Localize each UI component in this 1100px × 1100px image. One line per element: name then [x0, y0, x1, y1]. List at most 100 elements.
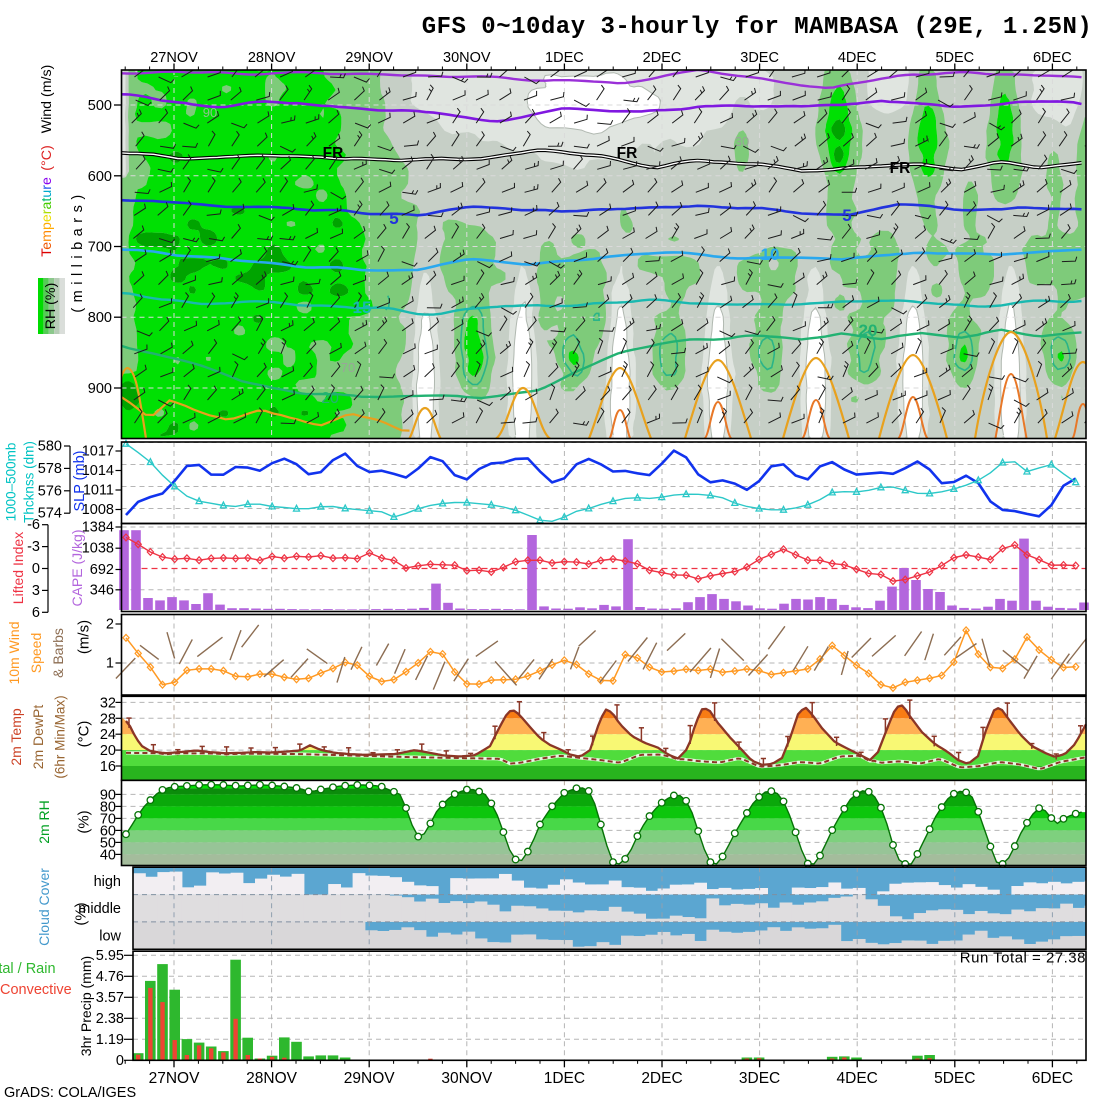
svg-text:Cloud Cover: Cloud Cover — [36, 868, 52, 946]
svg-text:32: 32 — [100, 695, 116, 711]
svg-text:5DEC: 5DEC — [935, 50, 974, 66]
svg-text:20: 20 — [321, 390, 339, 407]
svg-text:1DEC: 1DEC — [545, 50, 584, 66]
svg-text:Convective: Convective — [0, 982, 72, 998]
svg-text:1038: 1038 — [82, 541, 114, 557]
svg-text:40: 40 — [100, 847, 116, 863]
svg-text:middle: middle — [78, 901, 121, 917]
svg-text:Speed: Speed — [28, 633, 44, 673]
svg-text:10m Wind: 10m Wind — [6, 621, 22, 684]
svg-text:30NOV: 30NOV — [441, 1070, 492, 1087]
svg-text:574: 574 — [38, 506, 62, 522]
svg-text:5: 5 — [389, 209, 398, 228]
svg-text:20: 20 — [100, 743, 116, 759]
svg-text:50: 50 — [100, 835, 116, 851]
svg-text:1: 1 — [106, 656, 114, 672]
svg-text:20: 20 — [859, 321, 878, 340]
svg-text:6DEC: 6DEC — [1033, 50, 1072, 66]
svg-text:800: 800 — [88, 310, 112, 326]
svg-text:Run Total = 27.38: Run Total = 27.38 — [960, 950, 1086, 967]
svg-text:(%): (%) — [76, 810, 93, 833]
svg-text:29NOV: 29NOV — [345, 50, 393, 66]
svg-text:(%): (%) — [73, 902, 90, 925]
svg-text:CAPE (J/kg): CAPE (J/kg) — [69, 529, 85, 606]
svg-text:1DEC: 1DEC — [544, 1070, 585, 1087]
svg-text:4.76: 4.76 — [96, 969, 124, 985]
svg-text:27NOV: 27NOV — [149, 1070, 200, 1087]
svg-text:28NOV: 28NOV — [248, 50, 296, 66]
svg-text:high: high — [94, 874, 121, 890]
svg-text:2DEC: 2DEC — [643, 50, 682, 66]
svg-text:GFS 0~10day 3-hourly for MAMBA: GFS 0~10day 3-hourly for MAMBASA (29E, 1… — [422, 14, 1093, 41]
svg-text:2DEC: 2DEC — [641, 1070, 682, 1087]
svg-text:1017: 1017 — [82, 444, 114, 460]
svg-text:346: 346 — [90, 582, 114, 598]
svg-text:600: 600 — [88, 169, 112, 185]
svg-text:24: 24 — [100, 727, 116, 743]
svg-text:16: 16 — [100, 759, 116, 775]
svg-text:RH (%): RH (%) — [43, 283, 59, 330]
svg-text:3DEC: 3DEC — [740, 50, 779, 66]
svg-text:-6: -6 — [27, 517, 40, 533]
svg-text:70: 70 — [100, 811, 116, 827]
svg-text:5DEC: 5DEC — [934, 1070, 975, 1087]
svg-text:Thcknss (dm): Thcknss (dm) — [22, 441, 37, 523]
svg-text:80: 80 — [100, 799, 116, 815]
svg-text:580: 580 — [38, 439, 62, 455]
svg-text:(m/s): (m/s) — [76, 620, 93, 654]
svg-text:Wind (m/s): Wind (m/s) — [39, 65, 55, 134]
svg-text:FR: FR — [617, 145, 638, 162]
svg-text:2: 2 — [106, 617, 114, 633]
svg-text:30NOV: 30NOV — [443, 50, 491, 66]
svg-text:3hr Precip (mm): 3hr Precip (mm) — [78, 956, 94, 1056]
svg-text:(°C): (°C) — [76, 721, 93, 748]
svg-text:6: 6 — [32, 605, 40, 621]
svg-text:10: 10 — [761, 245, 780, 264]
svg-text:2m RH: 2m RH — [36, 800, 52, 844]
svg-text:5: 5 — [842, 206, 851, 225]
svg-text:90: 90 — [203, 105, 217, 120]
svg-text:& Barbs: & Barbs — [50, 628, 66, 678]
svg-text:4DEC: 4DEC — [838, 50, 877, 66]
svg-text:(°C): (°C) — [39, 145, 55, 170]
svg-text:5.95: 5.95 — [96, 948, 124, 964]
svg-text:3: 3 — [32, 583, 40, 599]
svg-text:1000–500mb: 1000–500mb — [4, 443, 19, 522]
svg-text:0: 0 — [116, 1053, 124, 1069]
svg-text:-3: -3 — [27, 539, 40, 555]
svg-text:90: 90 — [100, 787, 116, 803]
svg-text:6DEC: 6DEC — [1032, 1070, 1073, 1087]
svg-text:28NOV: 28NOV — [246, 1070, 297, 1087]
svg-text:30: 30 — [735, 134, 749, 149]
svg-text:29NOV: 29NOV — [344, 1070, 395, 1087]
svg-text:700: 700 — [88, 240, 112, 256]
svg-text:SLP (mb): SLP (mb) — [72, 451, 88, 512]
svg-text:28: 28 — [100, 711, 116, 727]
svg-text:FR: FR — [890, 160, 911, 177]
svg-text:3.57: 3.57 — [96, 990, 124, 1006]
svg-text:27NOV: 27NOV — [150, 50, 198, 66]
svg-text:3DEC: 3DEC — [739, 1070, 780, 1087]
svg-text:Temperature: Temperature — [39, 177, 55, 257]
svg-text:60: 60 — [100, 823, 116, 839]
svg-text:1.19: 1.19 — [96, 1032, 124, 1048]
svg-text:15: 15 — [353, 298, 372, 317]
svg-text:2m Temp: 2m Temp — [8, 708, 24, 766]
svg-text:low: low — [99, 929, 121, 945]
svg-text:1384: 1384 — [82, 520, 114, 536]
svg-text:1008: 1008 — [82, 502, 114, 518]
svg-text:1011: 1011 — [83, 483, 114, 499]
svg-text:FR: FR — [323, 145, 344, 162]
svg-text:578: 578 — [38, 461, 62, 477]
svg-text:2.38: 2.38 — [96, 1011, 124, 1027]
svg-text:GrADS: COLA/IGES: GrADS: COLA/IGES — [4, 1085, 136, 1100]
svg-text:1014: 1014 — [82, 463, 114, 479]
svg-text:2m DewPt: 2m DewPt — [30, 705, 46, 770]
svg-text:576: 576 — [38, 483, 62, 499]
svg-text:692: 692 — [90, 562, 114, 578]
svg-text:Lifted Index: Lifted Index — [10, 532, 26, 604]
svg-text:(millibars): (millibars) — [70, 189, 86, 312]
svg-text:0: 0 — [32, 561, 40, 577]
svg-text:Total / Rain: Total / Rain — [0, 961, 56, 977]
svg-text:70: 70 — [341, 360, 355, 375]
